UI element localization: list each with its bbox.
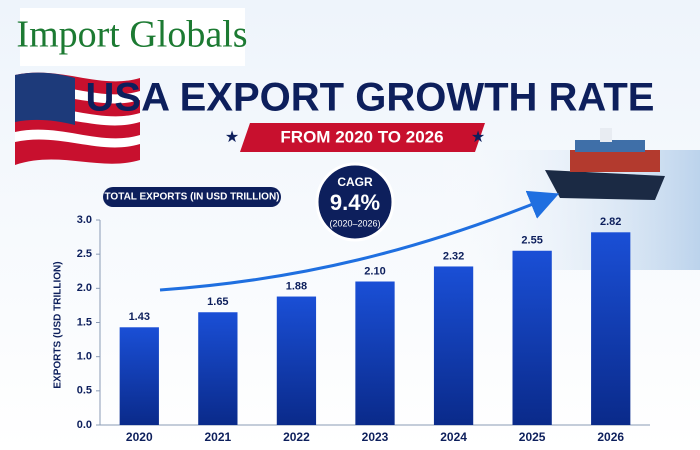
value-label: 1.65	[207, 296, 228, 308]
caption-pill	[103, 187, 281, 207]
bar	[276, 296, 317, 425]
cagr-label: CAGR	[337, 175, 373, 189]
y-tick-label: 0.5	[77, 385, 92, 397]
cagr-value: 9.4%	[330, 190, 380, 215]
y-tick-label: 1.5	[77, 316, 92, 328]
bar	[119, 327, 159, 425]
cagr-badge	[315, 162, 395, 242]
bar	[512, 250, 552, 425]
y-tick-label: 2.0	[77, 282, 92, 294]
chart-title: USA EXPORT GROWTH RATE	[86, 76, 655, 120]
ship	[545, 128, 665, 200]
flag	[15, 72, 140, 165]
star: ★	[471, 129, 485, 146]
bar	[591, 232, 631, 425]
value-label: 2.82	[600, 216, 621, 228]
value-label: 2.10	[364, 265, 385, 277]
y-tick-label: 0.0	[77, 419, 92, 431]
x-tick-label: 2020	[126, 430, 153, 444]
star: ★	[225, 129, 239, 146]
subtitle: FROM 2020 TO 2026	[280, 127, 443, 146]
bar	[355, 281, 395, 425]
value-label: 1.43	[129, 311, 150, 323]
x-tick-label: 2025	[519, 430, 546, 444]
y-tick-label: 1.0	[77, 351, 92, 363]
value-label: 1.88	[286, 280, 307, 292]
x-tick-label: 2022	[283, 430, 310, 444]
cagr-period: (2020–2026)	[329, 218, 380, 228]
bar	[433, 266, 474, 425]
y-tick-label: 2.5	[77, 248, 92, 260]
logo-box	[20, 8, 245, 66]
value-label: 2.32	[443, 250, 464, 262]
growth-arrow	[159, 190, 560, 292]
x-tick-label: 2024	[440, 430, 467, 444]
y-tick-label: 3.0	[77, 214, 92, 226]
bar	[198, 312, 238, 425]
caption: TOTAL EXPORTS (IN USD TRILLION)	[105, 192, 280, 203]
x-tick-label: 2021	[205, 430, 232, 444]
x-tick-label: 2023	[362, 430, 389, 444]
value-label: 2.55	[521, 235, 542, 247]
logo: Import Globals	[16, 14, 247, 56]
subtitle-banner	[240, 123, 485, 152]
y-axis-label: EXPORTS (USD TRILLION)	[53, 261, 64, 388]
x-tick-label: 2026	[597, 430, 624, 444]
